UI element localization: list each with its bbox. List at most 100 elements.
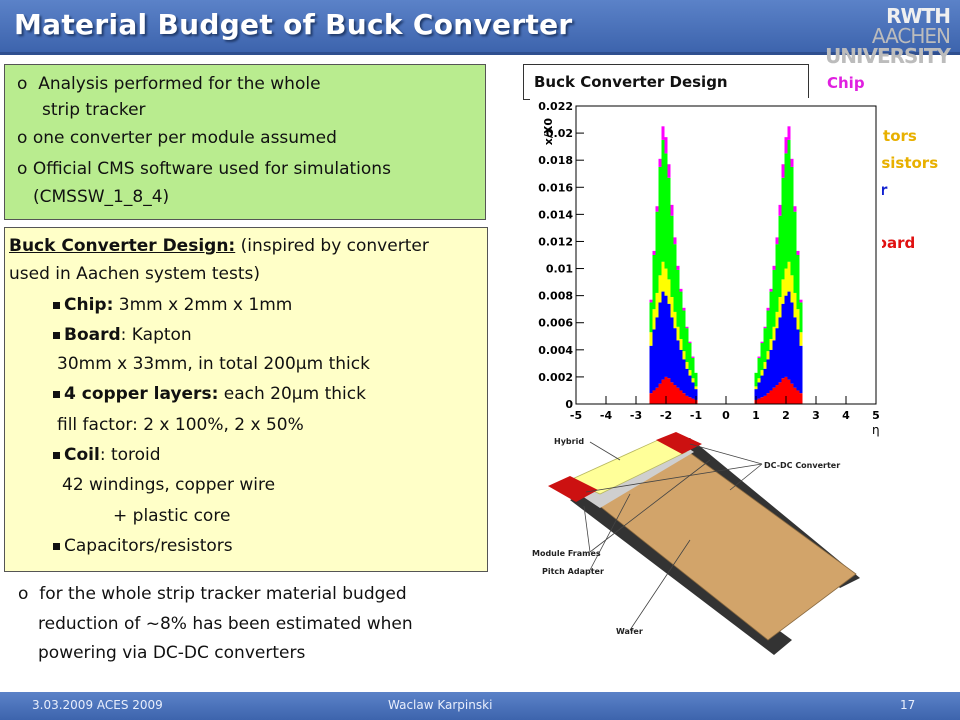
hist-bar-coil bbox=[679, 291, 683, 339]
hist-bar-copper-layers bbox=[679, 349, 683, 391]
hist-bar-copper-layers bbox=[757, 382, 761, 399]
hist-bar-copper-layers bbox=[694, 389, 698, 400]
spec-coil: Coil: toroid bbox=[53, 445, 161, 465]
hist-bar-capacitors-and-resistors bbox=[688, 370, 692, 376]
hist-bar-coil bbox=[667, 177, 671, 280]
material-budget-histogram: 0 0.002 0.004 0.006 0.008 0.01 0.012 0.014 0.016… bbox=[530, 98, 882, 438]
hist-bar-coil bbox=[799, 302, 803, 333]
hist-bar-copper-layers bbox=[691, 382, 695, 399]
hist-bar-chip bbox=[667, 164, 671, 178]
hist-bar-chip bbox=[691, 356, 695, 358]
x-tick-label: -3 bbox=[630, 409, 642, 422]
hist-bar-pcb-board bbox=[796, 390, 800, 404]
logo-aachen: AACHEN bbox=[871, 24, 951, 48]
conclusion-line-1: o for the whole strip tracker material b… bbox=[18, 584, 407, 604]
hist-bar-copper-layers bbox=[673, 328, 677, 386]
hist-bar-pcb-board bbox=[790, 383, 794, 404]
hist-bar-capacitors-and-resistors bbox=[769, 338, 773, 350]
hist-bar-coil bbox=[691, 357, 695, 379]
chart-title-box: Buck Converter Design bbox=[523, 64, 809, 100]
hist-bar-coil bbox=[766, 310, 770, 352]
hist-bar-capacitors-and-resistors bbox=[787, 261, 791, 292]
hist-bar-capacitors-and-resistors bbox=[772, 326, 776, 341]
y-tick-label: 0.004 bbox=[538, 344, 573, 357]
hist-bar-coil bbox=[778, 215, 782, 297]
logo-rwth: RWTH bbox=[886, 4, 951, 28]
hist-bar-copper-layers bbox=[778, 317, 782, 383]
hist-bar-capacitors-and-resistors bbox=[757, 378, 761, 383]
hist-bar-chip bbox=[670, 204, 674, 216]
hist-bar-coil bbox=[670, 215, 674, 297]
hist-bar-chip bbox=[769, 288, 773, 292]
hist-bar-chip bbox=[661, 126, 665, 140]
hist-bar-copper-layers bbox=[676, 340, 680, 388]
x-axis-label: η bbox=[872, 423, 880, 437]
analysis-item-3: o Official CMS software used for simulat… bbox=[17, 159, 391, 179]
chart-title: Buck Converter Design bbox=[534, 73, 728, 91]
hist-bar-pcb-board bbox=[760, 397, 764, 404]
hist-bar-capacitors-and-resistors bbox=[649, 332, 653, 346]
square-bullet-icon bbox=[53, 301, 60, 309]
hist-bar-capacitors-and-resistors bbox=[760, 370, 764, 376]
y-axis-label: x/X0 bbox=[542, 118, 555, 146]
hist-bar-chip bbox=[658, 158, 662, 167]
y-tick-label: 0.016 bbox=[538, 181, 573, 194]
hist-bar-chip bbox=[796, 250, 800, 255]
hist-bar-copper-layers bbox=[670, 317, 674, 383]
conclusion-line-3: powering via DC-DC converters bbox=[38, 643, 306, 663]
hist-bar-chip bbox=[757, 356, 761, 358]
hist-bar-coil bbox=[685, 328, 689, 363]
hist-bar-capacitors-and-resistors bbox=[676, 326, 680, 341]
y-tick-label: 0.02 bbox=[546, 127, 573, 140]
analysis-item-1: o Analysis performed for the whole bbox=[17, 74, 321, 94]
x-tick-label: -5 bbox=[570, 409, 582, 422]
hist-bar-coil bbox=[652, 255, 656, 310]
hist-bar-copper-layers bbox=[793, 317, 797, 388]
hist-bar-pcb-board bbox=[778, 382, 782, 404]
hist-bar-copper-layers bbox=[766, 359, 770, 394]
hist-bar-coil bbox=[784, 153, 788, 269]
hist-bar-chip bbox=[682, 307, 686, 311]
hist-bar-coil bbox=[793, 211, 797, 293]
hist-bar-coil bbox=[688, 343, 692, 371]
analysis-item-1b: strip tracker bbox=[42, 100, 146, 120]
x-tick-label: -1 bbox=[690, 409, 702, 422]
hist-bar-copper-layers bbox=[688, 375, 692, 398]
spec-capacitors: Capacitors/resistors bbox=[53, 536, 233, 556]
spec-chip: Chip: 3mm x 2mm x 1mm bbox=[53, 295, 292, 315]
hist-bar-chip bbox=[766, 307, 770, 311]
hist-bar-chip bbox=[652, 250, 656, 255]
hist-bar-pcb-board bbox=[682, 393, 686, 404]
hist-bar-coil bbox=[649, 302, 653, 333]
hist-bar-capacitors-and-resistors bbox=[793, 292, 797, 318]
hist-bar-coil bbox=[754, 372, 758, 387]
dc-dc-converter-left bbox=[548, 476, 598, 502]
x-tick-label: 4 bbox=[842, 409, 850, 422]
hist-bar-copper-layers bbox=[763, 368, 767, 396]
hist-bar-pcb-board bbox=[784, 376, 788, 404]
hist-bar-pcb-board bbox=[787, 379, 791, 404]
label-wafer: Wafer bbox=[616, 627, 643, 636]
dc-dc-converter-right bbox=[656, 432, 702, 454]
x-tick-label: -4 bbox=[600, 409, 613, 422]
hist-bar-pcb-board bbox=[781, 378, 785, 404]
hist-bar-coil bbox=[763, 328, 767, 363]
hist-bar-chip bbox=[793, 206, 797, 212]
hist-bar-pcb-board bbox=[652, 390, 656, 404]
hist-bar-capacitors-and-resistors bbox=[775, 311, 779, 329]
analysis-box: o Analysis performed for the whole strip… bbox=[4, 64, 486, 220]
hist-bar-capacitors-and-resistors bbox=[685, 362, 689, 369]
hist-bar-pcb-board bbox=[649, 393, 653, 404]
hist-bar-chip bbox=[763, 326, 767, 329]
hist-bar-chip bbox=[787, 126, 791, 140]
hist-bar-pcb-board bbox=[688, 397, 692, 404]
slide-title: Material Budget of Buck Converter bbox=[14, 8, 573, 41]
hist-bar-capacitors-and-resistors bbox=[670, 296, 674, 318]
hist-bar-pcb-board bbox=[667, 378, 671, 404]
square-bullet-icon bbox=[53, 542, 60, 550]
hist-bar-copper-layers bbox=[787, 291, 791, 380]
hist-bar-copper-layers bbox=[775, 328, 779, 386]
y-tick-label: 0.012 bbox=[538, 235, 573, 248]
y-tick-label: 0.01 bbox=[546, 263, 573, 276]
hist-bar-capacitors-and-resistors bbox=[658, 275, 662, 303]
